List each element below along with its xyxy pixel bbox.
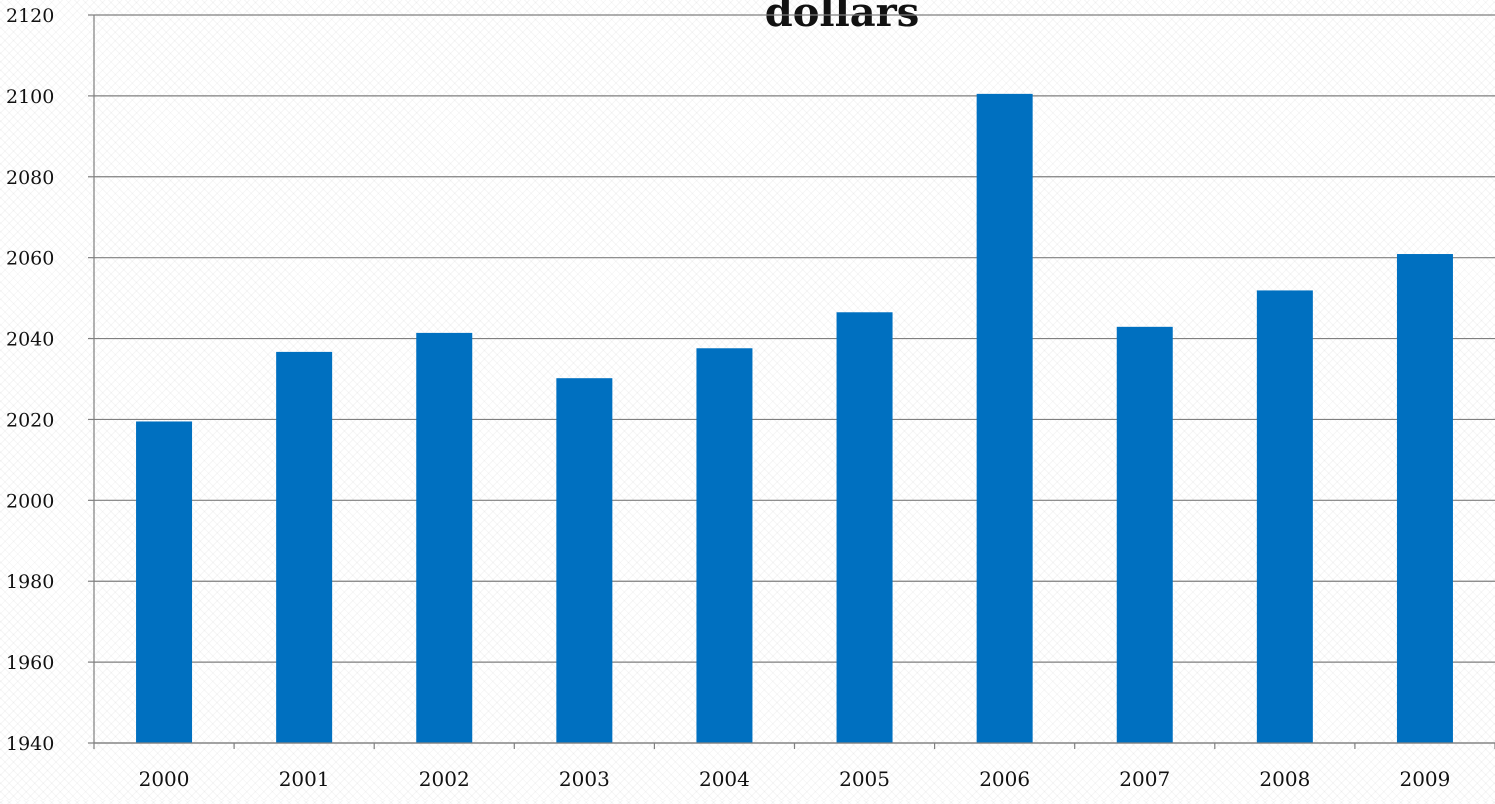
bar-2006 [976,93,1033,743]
x-tick-label: 2002 [419,767,470,791]
axes [88,14,1495,749]
y-tick-label: 1940 [6,733,54,755]
y-tick-label: 2000 [6,490,54,512]
bar-2000 [136,421,193,743]
y-tick-label: 1960 [6,652,54,674]
y-tick-label: 2120 [6,5,54,27]
chart-title: dollars [765,0,920,36]
x-tick-label: 2004 [699,767,750,791]
x-tick-label: 2006 [979,767,1030,791]
x-tick-label: 2007 [1119,767,1170,791]
x-tick-label: 2000 [139,767,190,791]
x-tick-label: 2009 [1399,767,1450,791]
x-tick-label: 2008 [1259,767,1310,791]
bar-2001 [276,351,333,743]
bar-2009 [1396,254,1453,743]
bars [136,93,1453,743]
y-tick-label: 2100 [6,86,54,108]
y-tick-label: 1980 [6,571,54,593]
y-tick-labels: 1940 1960 1980 2000 2020 2040 2060 2080 2100 2120 [6,5,54,755]
bar-2003 [556,378,613,743]
y-tick-label: 2080 [6,167,54,189]
y-tick-label: 2040 [6,329,54,351]
bar-2005 [836,312,893,743]
x-tick-labels: 2000 2001 2002 2003 2004 2005 2006 2007 2008 2009 [139,767,1451,791]
x-tick-label: 2001 [279,767,330,791]
y-tick-label: 2060 [6,248,54,270]
bar-2008 [1256,290,1313,743]
x-tick-label: 2005 [839,767,890,791]
bar-2004 [696,348,753,743]
x-tick-label: 2003 [559,767,610,791]
bar-2002 [416,332,473,743]
bar-2007 [1116,326,1173,743]
y-tick-label: 2020 [6,409,54,431]
